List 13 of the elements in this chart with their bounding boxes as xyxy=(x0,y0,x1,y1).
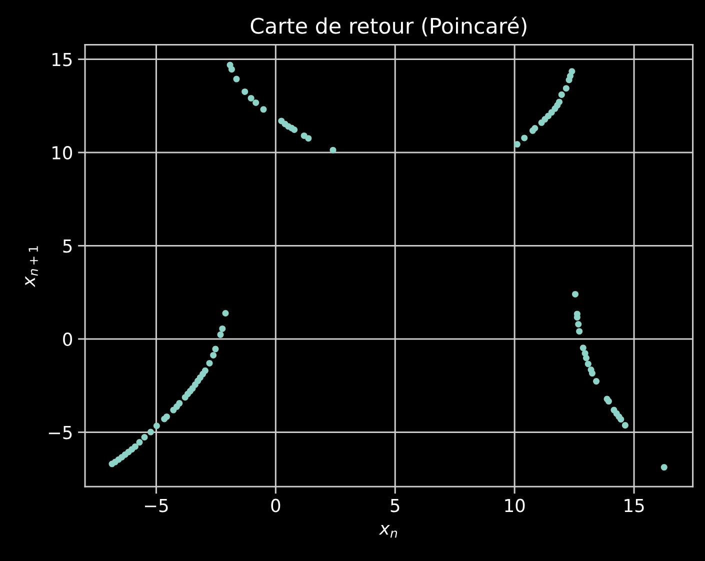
x-tick-label: 5 xyxy=(390,499,400,512)
y-tick-label: 10 xyxy=(52,146,72,160)
x-axis-title: x$_{n}$ xyxy=(378,524,398,538)
y-tick-label: 15 xyxy=(52,53,72,66)
x-tick-label: 10 xyxy=(505,498,525,512)
x-tick-label: 0 xyxy=(271,498,280,512)
x-tick-label: 15 xyxy=(624,499,644,512)
y-tick-label: 5 xyxy=(63,240,72,253)
x-tick-label: −5 xyxy=(144,499,168,512)
y-axis-title: x$_{n+1}$ xyxy=(25,246,38,288)
y-tick-label: −5 xyxy=(48,426,72,440)
y-tick-label: 0 xyxy=(63,332,72,346)
chart-title: Carte de retour (Poincaré) xyxy=(250,16,526,36)
